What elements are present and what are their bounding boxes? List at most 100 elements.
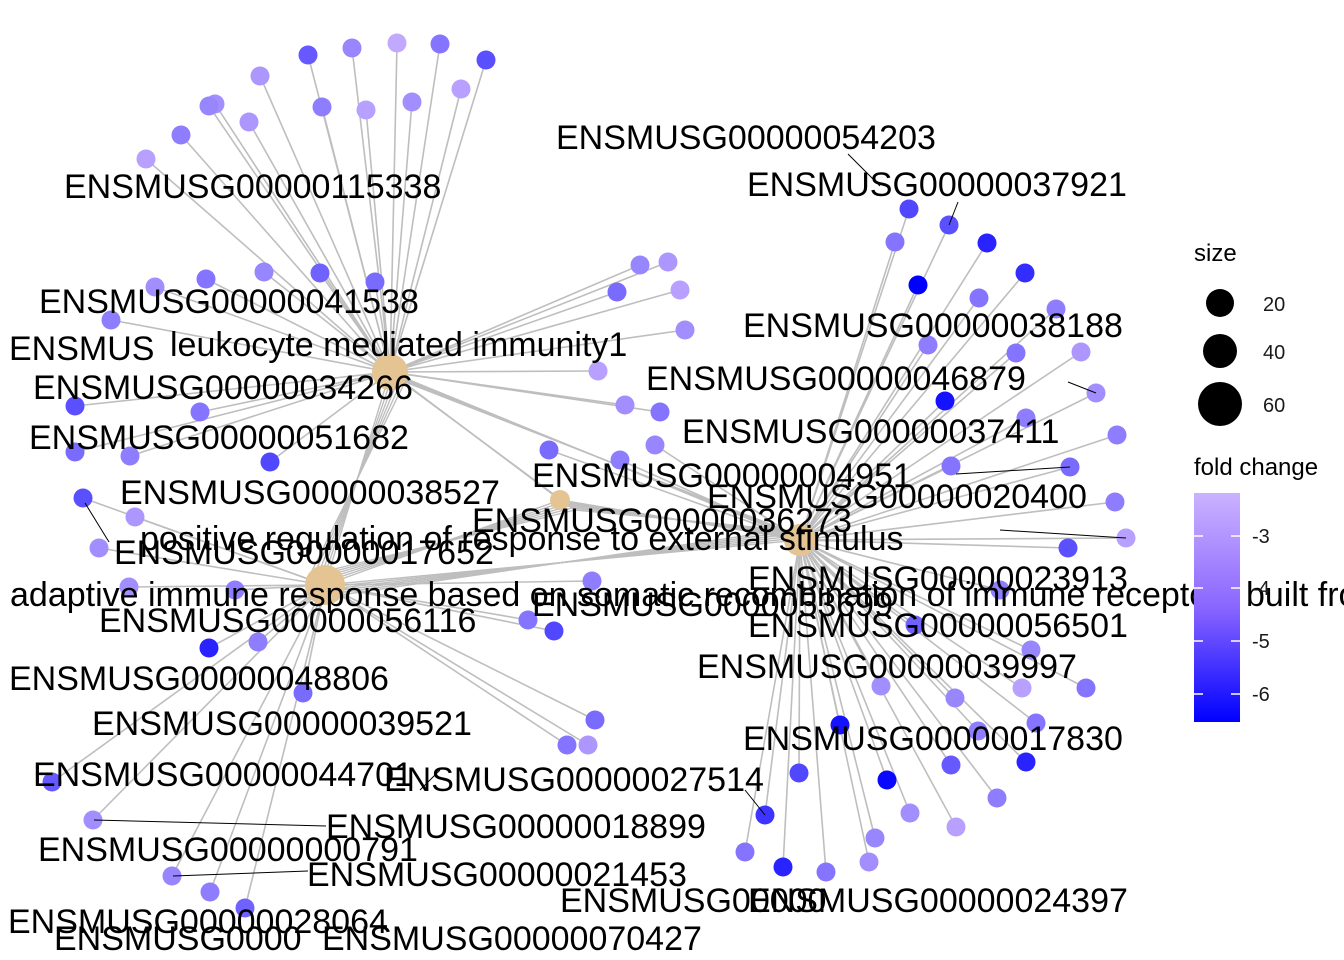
size-legend-dot-40	[1203, 334, 1237, 368]
label-leader	[999, 529, 1127, 539]
edge	[389, 88, 462, 373]
gene-node	[630, 255, 650, 275]
gene-node	[585, 710, 605, 730]
edge	[799, 539, 876, 839]
gene-node	[1016, 408, 1036, 428]
gene-node	[119, 577, 139, 597]
edge	[92, 584, 326, 821]
gene-node	[125, 507, 145, 527]
gene-node	[544, 621, 564, 641]
label-leader	[172, 870, 309, 877]
gene-node	[402, 92, 422, 112]
edge	[389, 261, 669, 373]
gene-label-layer: ENSMUSG00000054203 ENSMUSG00000037921 EN…	[8, 119, 1128, 958]
edge	[324, 584, 589, 746]
edge	[134, 516, 326, 586]
gene-node	[200, 882, 220, 902]
category-label-adaptive: adaptive immune response based on somati…	[10, 576, 1344, 614]
edge	[389, 101, 413, 373]
edge	[799, 539, 1001, 591]
edge	[799, 351, 1082, 541]
label-leader	[419, 769, 441, 791]
edge	[51, 584, 326, 783]
edge	[389, 59, 487, 373]
edge	[324, 584, 568, 746]
edge	[98, 547, 326, 586]
gene-label: ENSMUSG0000053699	[532, 586, 893, 624]
label-leader	[847, 153, 881, 187]
gene-label: ENSMUSG00000	[560, 882, 826, 920]
gene-node	[254, 262, 274, 282]
gene-node	[312, 97, 332, 117]
gene-node	[73, 488, 93, 508]
label-leader	[955, 466, 1071, 475]
category-label-positive: positive regulation of response to exter…	[140, 520, 904, 558]
gene-node	[1105, 492, 1125, 512]
gene-node	[298, 45, 318, 65]
gene-node	[859, 852, 879, 872]
gene-node	[871, 676, 891, 696]
edge	[799, 400, 946, 541]
gene-node	[1015, 263, 1035, 283]
gene-label: ENSMUSG00000039997	[697, 648, 1077, 686]
gene-label: ENSMUSG00000034266	[33, 369, 413, 407]
edge	[389, 42, 398, 373]
edge	[799, 539, 870, 863]
edge	[799, 297, 980, 541]
edge	[389, 329, 686, 373]
gene-node	[518, 610, 538, 630]
edge	[129, 371, 391, 457]
gene-node	[250, 66, 270, 86]
gene-node	[42, 772, 62, 792]
gene-label: ENSMUSG00000115338	[64, 168, 441, 206]
edge	[799, 539, 1027, 763]
gene-node	[670, 280, 690, 300]
edge	[799, 539, 888, 781]
edge	[799, 241, 896, 541]
gene-label: ENSMUSG00000020400	[707, 478, 1087, 516]
gene-node	[789, 763, 809, 783]
edge	[269, 371, 391, 463]
edge	[744, 539, 801, 853]
gene-node	[451, 79, 471, 99]
gene-label: ENSMUS	[9, 330, 154, 368]
category-label-leukocyte: leukocyte mediated immunity1	[170, 326, 627, 364]
gene-node	[941, 755, 961, 775]
gene-node	[1026, 713, 1046, 733]
gene-node	[101, 310, 121, 330]
edge	[799, 539, 1032, 651]
edge	[799, 537, 1127, 541]
edge	[799, 272, 1026, 541]
gene-node	[260, 452, 280, 472]
gene-node	[607, 282, 627, 302]
label-leader-layer	[84, 153, 1127, 877]
gene-node	[387, 33, 407, 53]
edge	[799, 417, 1027, 541]
gene-node	[977, 233, 997, 253]
gene-node	[900, 803, 920, 823]
edge	[199, 371, 391, 413]
size-legend-label: 60	[1263, 395, 1285, 417]
gene-label: ENSMUSG00000017652	[114, 534, 494, 572]
edge	[263, 271, 391, 373]
gene-node	[941, 456, 961, 476]
edge	[799, 539, 1069, 549]
edge	[799, 465, 952, 541]
edge	[365, 109, 391, 373]
edge	[654, 444, 801, 541]
gene-node	[969, 288, 989, 308]
edge	[208, 105, 391, 373]
edge	[799, 539, 1087, 689]
edge	[782, 539, 801, 868]
edge	[799, 539, 998, 799]
gene-node	[1058, 538, 1078, 558]
edge	[799, 539, 911, 814]
edge	[799, 242, 988, 541]
edge-layer	[51, 42, 1127, 909]
gene-label: ENSMUSG00000054203	[556, 119, 936, 157]
gene-node	[1107, 425, 1127, 445]
edge	[309, 381, 406, 576]
edge	[110, 319, 391, 373]
edge	[351, 47, 391, 373]
gene-node	[945, 688, 965, 708]
